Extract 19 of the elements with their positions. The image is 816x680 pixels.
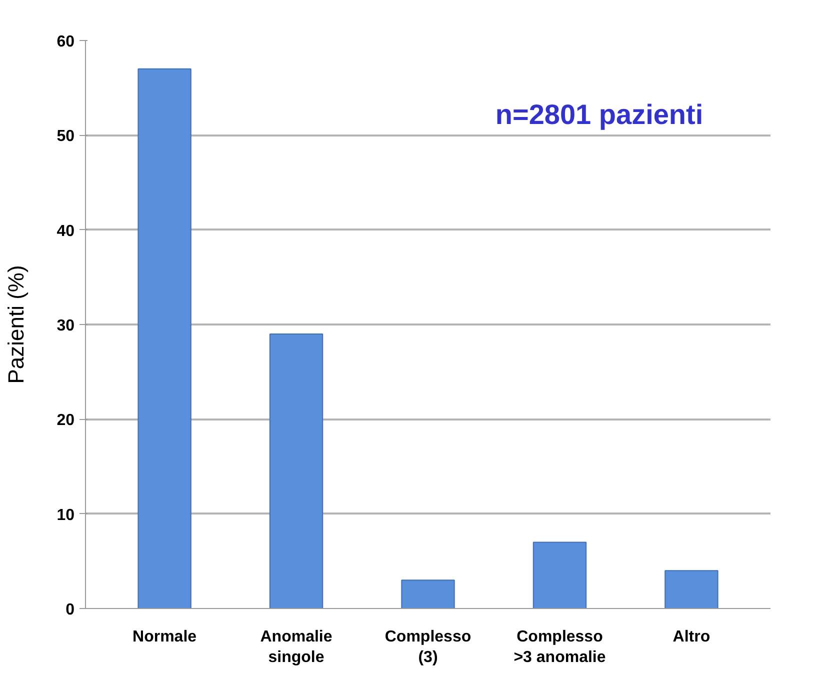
y-tick-label: 60: [56, 34, 75, 50]
bar: [269, 333, 324, 608]
y-tick-label: 20: [56, 412, 75, 430]
x-tick-label: Altro: [672, 628, 710, 646]
x-tick-label: Normale: [132, 628, 197, 646]
y-tick-label: 50: [56, 128, 75, 146]
bar: [664, 570, 718, 608]
y-tick-label: 40: [56, 222, 75, 240]
y-axis-title: Pazienti (%): [4, 265, 29, 384]
x-tick-label: Anomalie singole: [260, 628, 332, 666]
y-tick-label: 10: [56, 506, 75, 524]
y-tick-label: 30: [56, 318, 75, 334]
annotation: n=2801 pazienti: [495, 98, 704, 130]
bar: [532, 542, 587, 608]
y-tick-label: 0: [66, 602, 75, 618]
bar: [138, 68, 192, 608]
x-tick-label: Complesso (3): [384, 628, 472, 666]
x-tick-label: Complesso >3 anomalie: [514, 628, 606, 666]
bar: [401, 580, 455, 608]
